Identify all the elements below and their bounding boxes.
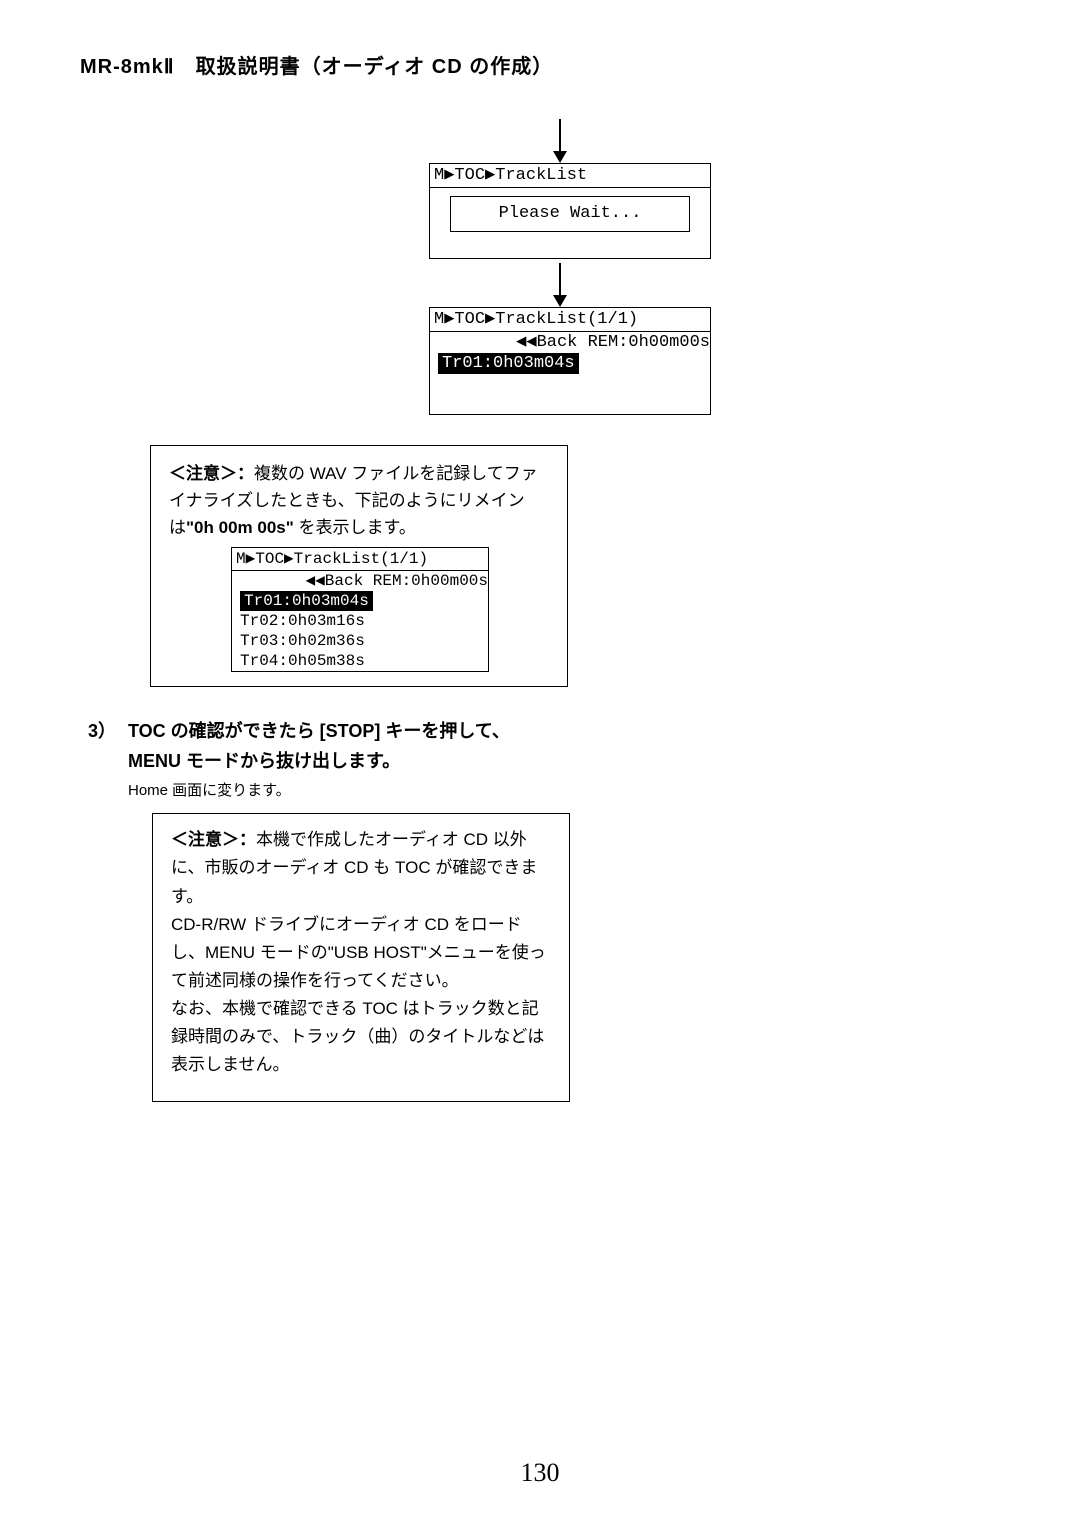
note-text: を表示します。 bbox=[294, 518, 416, 537]
page-number: 130 bbox=[0, 1458, 1080, 1488]
step-3: 3）TOC の確認ができたら [STOP] キーを押して、MENU モードから抜… bbox=[88, 717, 528, 803]
note-box-1: ＜注意＞：複数の WAV ファイルを記録してファイナライズしたときも、下記のよう… bbox=[150, 445, 568, 688]
note-label: ＜注意＞： bbox=[169, 464, 254, 483]
note-bold-value: "0h 00m 00s" bbox=[186, 518, 294, 537]
step-bold-text: TOC の確認ができたら [STOP] キーを押して、MENU モードから抜け出… bbox=[128, 721, 510, 771]
lcd-track-row: Tr03:0h02m36s bbox=[232, 631, 488, 651]
lcd-title: M▶TOC▶TrackList(1/1) bbox=[430, 308, 710, 332]
note-box-2: ＜注意＞：本機で作成したオーディオ CD 以外に、市販のオーディオ CD も T… bbox=[152, 813, 570, 1101]
page-header: MR-8mkⅡ 取扱説明書（オーディオ CD の作成） bbox=[80, 50, 1000, 79]
lcd-title: M▶TOC▶TrackList(1/1) bbox=[232, 548, 488, 571]
arrow-down-icon bbox=[550, 119, 590, 163]
lcd-track-row: Tr02:0h03m16s bbox=[232, 611, 488, 631]
lcd-screen-2: M▶TOC▶TrackList(1/1) ◀◀Back REM:0h00m00s… bbox=[429, 307, 711, 415]
note-text: 本機で作成したオーディオ CD 以外に、市販のオーディオ CD も TOC が確… bbox=[171, 830, 546, 1073]
lcd-track-selected: Tr01:0h03m04s bbox=[438, 353, 579, 374]
arrow-down-icon bbox=[550, 263, 590, 307]
lcd-screen-note: M▶TOC▶TrackList(1/1) ◀◀Back REM:0h00m00s… bbox=[231, 547, 489, 672]
note-label: ＜注意＞： bbox=[171, 830, 256, 849]
lcd-screen-1: M▶TOC▶TrackList Please Wait... bbox=[429, 163, 711, 259]
please-wait-box: Please Wait... bbox=[450, 196, 690, 231]
lcd-screens-column: M▶TOC▶TrackList Please Wait... M▶TOC▶Tra… bbox=[140, 119, 1000, 415]
lcd-back-row: ◀◀Back REM:0h00m00s bbox=[232, 571, 488, 591]
step-sub-text: Home 画面に変ります。 bbox=[128, 779, 518, 804]
lcd-back-row: ◀◀Back REM:0h00m00s bbox=[430, 332, 710, 353]
lcd-title: M▶TOC▶TrackList bbox=[430, 164, 710, 188]
lcd-track-row: Tr04:0h05m38s bbox=[232, 651, 488, 671]
step-number: 3） bbox=[88, 717, 128, 747]
lcd-track-selected: Tr01:0h03m04s bbox=[240, 591, 373, 611]
